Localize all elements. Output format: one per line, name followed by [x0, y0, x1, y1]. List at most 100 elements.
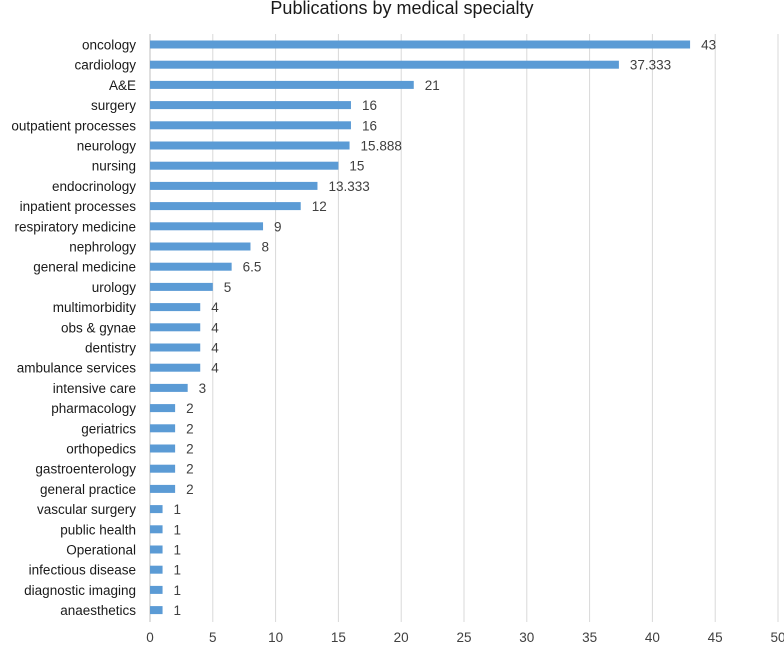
- gridlines: [149, 34, 779, 622]
- category-label: outpatient processes: [11, 118, 136, 133]
- value-label: 5: [224, 280, 232, 295]
- bar: [150, 60, 619, 69]
- value-label: 6.5: [243, 260, 262, 275]
- value-label: 16: [362, 118, 377, 133]
- category-label: cardiology: [74, 58, 136, 73]
- chart-title: Publications by medical specialty: [270, 0, 533, 18]
- value-label: 2: [186, 462, 194, 477]
- bar: [150, 80, 414, 89]
- value-label: 2: [186, 442, 194, 457]
- value-label: 13.333: [328, 179, 369, 194]
- category-label: gastroenterology: [35, 462, 136, 477]
- bar: [150, 363, 201, 372]
- x-tick-label: 30: [519, 630, 534, 645]
- bar: [150, 565, 163, 574]
- category-label: geriatrics: [81, 421, 136, 436]
- category-label: oncology: [82, 38, 136, 53]
- bar: [150, 545, 163, 554]
- category-label: multimorbidity: [53, 300, 137, 315]
- bar: [150, 242, 251, 251]
- x-tick-label: 35: [582, 630, 597, 645]
- category-label: anaesthetics: [60, 603, 136, 618]
- bar: [150, 282, 213, 291]
- value-label: 2: [186, 421, 194, 436]
- value-label: 8: [261, 240, 269, 255]
- bar: [150, 585, 163, 594]
- bar: [150, 484, 176, 493]
- x-tick-labels: 0 5 10 15 20 25 30 35 40 45 50: [146, 630, 784, 645]
- x-tick-label: 40: [645, 630, 660, 645]
- category-label: infectious disease: [29, 563, 136, 578]
- bar: [150, 525, 163, 534]
- x-tick-label: 45: [708, 630, 723, 645]
- value-label: 4: [211, 320, 219, 335]
- category-label: respiratory medicine: [14, 219, 136, 234]
- bar: [150, 161, 339, 170]
- bar: [150, 121, 351, 130]
- bar: [150, 343, 201, 352]
- x-tick-label: 20: [394, 630, 409, 645]
- bar: [150, 404, 176, 413]
- category-label: neurology: [77, 139, 137, 154]
- x-tick-label: 25: [456, 630, 471, 645]
- category-label: urology: [92, 280, 137, 295]
- value-label: 21: [425, 78, 440, 93]
- value-label: 9: [274, 219, 282, 234]
- bar: [150, 101, 351, 110]
- value-label: 1: [174, 543, 182, 558]
- category-label: endocrinology: [52, 179, 136, 194]
- value-label: 1: [174, 522, 182, 537]
- value-label: 4: [211, 361, 219, 376]
- value-label: 37.333: [630, 58, 671, 73]
- category-label: obs & gynae: [61, 320, 136, 335]
- x-tick-label: 10: [268, 630, 283, 645]
- category-label: inpatient processes: [20, 199, 137, 214]
- bar: [150, 262, 232, 271]
- category-label: vascular surgery: [37, 502, 136, 517]
- bar: [150, 202, 301, 211]
- bar: [150, 444, 176, 453]
- bar: [150, 383, 188, 392]
- bars: [150, 40, 691, 615]
- category-label: public health: [60, 522, 136, 537]
- category-label: dentistry: [85, 341, 136, 356]
- category-label: diagnostic imaging: [24, 583, 136, 598]
- value-label: 43: [701, 38, 716, 53]
- value-label: 15.888: [361, 139, 402, 154]
- bar: [150, 323, 201, 332]
- value-label: 2: [186, 401, 194, 416]
- bar: [150, 141, 350, 150]
- x-tick-label: 50: [770, 630, 784, 645]
- value-label: 4: [211, 341, 219, 356]
- bar: [150, 505, 163, 514]
- category-label: pharmacology: [51, 401, 136, 416]
- bar: [150, 222, 264, 231]
- value-label: 1: [174, 583, 182, 598]
- bar: [150, 424, 176, 433]
- category-label: general practice: [40, 482, 136, 497]
- category-label: nursing: [92, 159, 136, 174]
- category-label: A&E: [109, 78, 136, 93]
- value-label: 1: [174, 603, 182, 618]
- category-label: ambulance services: [17, 361, 137, 376]
- value-label: 2: [186, 482, 194, 497]
- value-label: 12: [312, 199, 327, 214]
- x-tick-label: 5: [209, 630, 217, 645]
- category-label: intensive care: [53, 381, 136, 396]
- value-label: 16: [362, 98, 377, 113]
- value-labels: 4337.33321161615.8881513.33312986.554444…: [174, 38, 717, 619]
- category-label: nephrology: [69, 240, 136, 255]
- value-label: 3: [199, 381, 207, 396]
- value-label: 15: [349, 159, 364, 174]
- bar: [150, 606, 163, 615]
- bar: [150, 181, 318, 190]
- value-label: 1: [174, 502, 182, 517]
- category-label: Operational: [66, 543, 136, 558]
- x-tick-label: 15: [331, 630, 346, 645]
- category-label: general medicine: [33, 260, 136, 275]
- value-label: 4: [211, 300, 219, 315]
- bar: [150, 40, 691, 49]
- bar: [150, 303, 201, 312]
